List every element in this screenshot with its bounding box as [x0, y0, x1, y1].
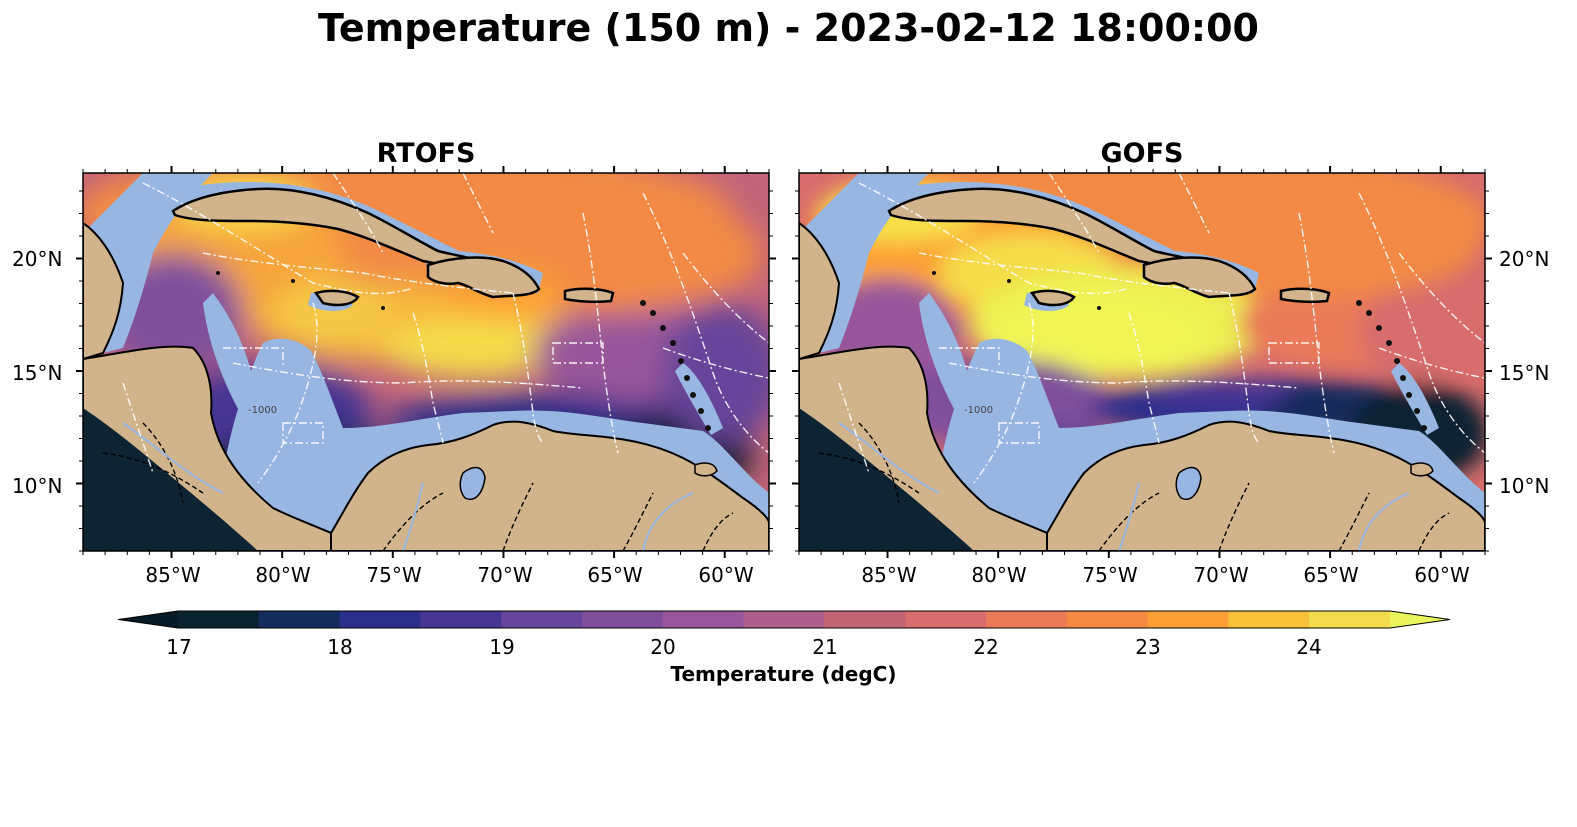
lon-label-60w-gofs: 60°W [1414, 563, 1470, 587]
colorbar-tick-19: 19 [489, 635, 515, 659]
lon-label-60w-rtofs: 60°W [698, 563, 754, 587]
colorbar-segment [743, 611, 825, 628]
colorbar-tick-18: 18 [327, 635, 353, 659]
colorbar-segment [339, 611, 421, 628]
colorbar-tick-24: 24 [1296, 635, 1322, 659]
colorbar-tick-22: 22 [973, 635, 999, 659]
lon-label-65w-gofs: 65°W [1303, 563, 1359, 587]
colorbar-segment [258, 611, 341, 628]
colorbar-segment [1147, 611, 1229, 628]
lon-label-65w-rtofs: 65°W [587, 563, 643, 587]
lon-label-85w-rtofs: 85°W [145, 563, 201, 587]
colorbar-extend-low [118, 611, 178, 628]
colorbar-segment [824, 611, 906, 628]
axis-ticks [76, 166, 1492, 558]
lon-label-85w-gofs: 85°W [861, 563, 917, 587]
lat-label-10n-right: 10°N [1499, 474, 1550, 498]
colorbar [117, 610, 1451, 629]
colorbar-tick-23: 23 [1135, 635, 1161, 659]
lon-label-70w-gofs: 70°W [1193, 563, 1249, 587]
map-panel-rtofs: -1000 [82, 172, 770, 552]
colorbar-segment [662, 611, 745, 628]
panel-title-gofs: GOFS [1100, 138, 1184, 169]
lon-label-80w-gofs: 80°W [971, 563, 1027, 587]
colorbar-segment [1228, 611, 1310, 628]
contour-label-rtofs: -1000 [248, 405, 277, 416]
colorbar-segment [501, 611, 583, 628]
contour-label-gofs: -1000 [964, 405, 993, 416]
lat-label-15n-right: 15°N [1499, 361, 1550, 385]
lat-label-15n-left: 15°N [12, 361, 63, 385]
colorbar-segment [905, 611, 987, 628]
colorbar-label: Temperature (degC) [670, 662, 897, 686]
lat-label-20n-left: 20°N [12, 247, 63, 271]
lon-label-75w-gofs: 75°W [1082, 563, 1138, 587]
colorbar-segment [1066, 611, 1149, 628]
colorbar-segment [582, 611, 664, 628]
colorbar-segment [986, 611, 1068, 628]
colorbar-tick-20: 20 [650, 635, 676, 659]
lat-label-10n-left: 10°N [12, 474, 63, 498]
colorbar-segment [178, 611, 260, 628]
lat-label-20n-right: 20°N [1499, 247, 1550, 271]
colorbar-tick-17: 17 [166, 635, 192, 659]
lon-label-80w-rtofs: 80°W [255, 563, 311, 587]
colorbar-segment [1309, 611, 1390, 628]
colorbar-segment [420, 611, 502, 628]
figure-title: Temperature (150 m) - 2023-02-12 18:00:0… [317, 6, 1259, 50]
colorbar-extend-high [1390, 611, 1450, 628]
lon-label-70w-rtofs: 70°W [477, 563, 533, 587]
colorbar-tick-21: 21 [812, 635, 838, 659]
map-panel-gofs: -1000 [798, 172, 1486, 552]
lon-label-75w-rtofs: 75°W [366, 563, 422, 587]
panel-title-rtofs: RTOFS [376, 138, 476, 169]
